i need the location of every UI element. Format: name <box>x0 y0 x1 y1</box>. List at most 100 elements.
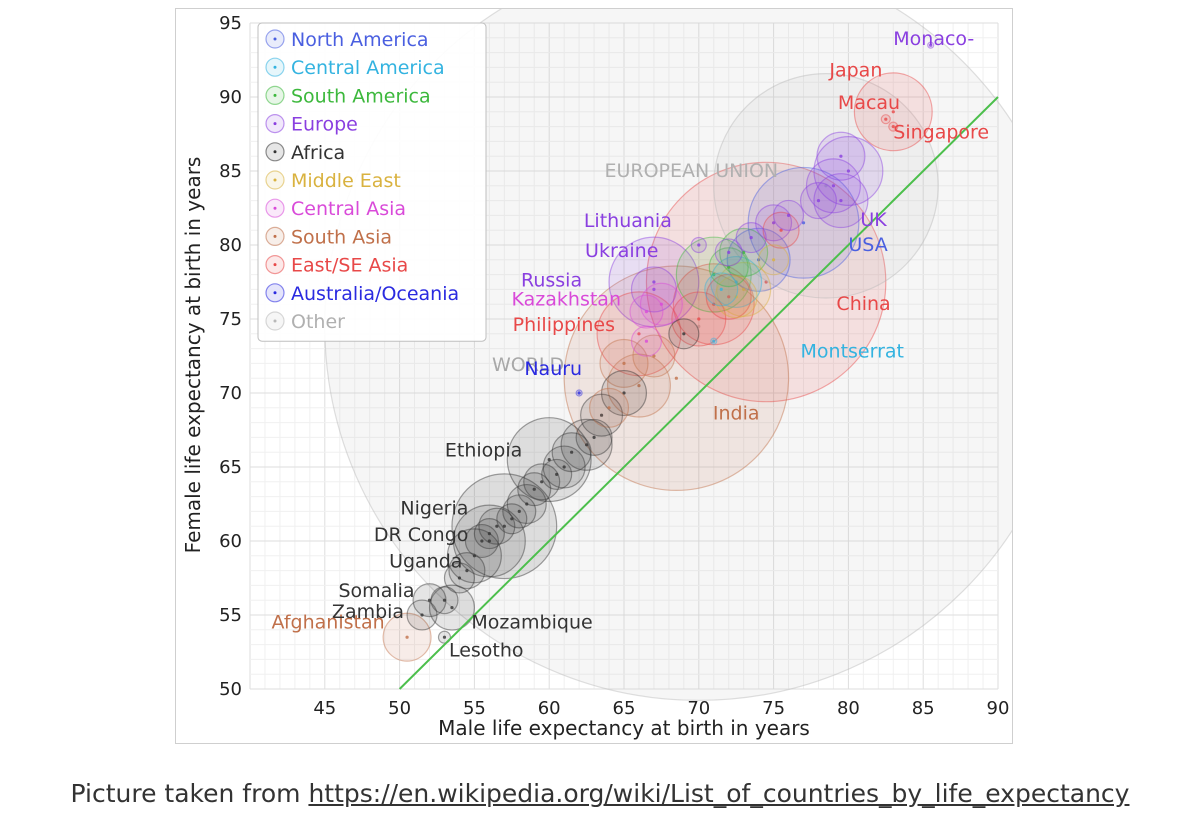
bubble-center-dot <box>734 280 738 284</box>
label-ethiopia: Ethiopia <box>445 440 522 462</box>
label-uk: UK <box>860 209 887 231</box>
y-tick-label: 60 <box>219 531 242 552</box>
label-nauru: Nauru <box>524 358 582 380</box>
legend-central-america-label: Central America <box>291 57 445 79</box>
label-dr-congo: DR Congo <box>374 524 469 546</box>
bubble-center-dot <box>846 169 851 173</box>
bubble-center-dot <box>801 221 806 225</box>
bubble-center-dot <box>929 43 933 47</box>
x-tick-label: 70 <box>687 698 710 719</box>
label-kazakhstan: Kazakhstan <box>512 289 621 311</box>
bubble-labels: WORLD EUROPEAN UNION India China USA Japan Mon… <box>272 28 990 661</box>
label-zambia: Zambia <box>332 601 404 623</box>
bubble-center-dot <box>592 435 596 439</box>
equality-line <box>398 96 999 690</box>
y-tick-label: 55 <box>219 605 242 626</box>
label-monaco: Monaco- <box>893 28 974 50</box>
label-mozambique: Mozambique <box>471 611 592 633</box>
x-tick-label: 60 <box>538 698 561 719</box>
bubble-center-dot <box>465 569 469 573</box>
x-tick-label: 80 <box>837 698 860 719</box>
legend-australia-oceania-label: Australia/Oceania <box>291 283 459 305</box>
label-world: WORLD <box>492 354 564 376</box>
bubble-center-dot <box>742 250 746 254</box>
x-tick-label: 50 <box>388 698 411 719</box>
label-lesotho: Lesotho <box>449 639 524 661</box>
legend-africa-marker-dot <box>273 150 277 154</box>
legend-south-asia-label: South Asia <box>291 226 392 248</box>
x-tick-label: 55 <box>463 698 486 719</box>
label-lithuania: Lithuania <box>584 210 672 232</box>
y-tick-label: 65 <box>219 457 242 478</box>
label-nigeria: Nigeria <box>400 497 468 519</box>
legend-east-se-asia-marker-dot <box>273 263 277 267</box>
legend-other-label: Other <box>291 311 345 333</box>
legend-east-se-asia-label: East/SE Asia <box>291 255 408 277</box>
bubble-center-dot <box>719 287 723 291</box>
label-macau: Macau <box>838 92 900 114</box>
bubble-center-dot <box>472 554 476 558</box>
bubble-center-dot <box>839 199 843 203</box>
caption-prefix: Picture taken from <box>70 779 309 808</box>
bubble-center-dot <box>457 576 462 580</box>
bubble-center-dot <box>442 635 447 639</box>
bubble-center-dot <box>637 384 641 388</box>
bubble-center-dot <box>577 391 581 395</box>
legend-europe-marker-dot <box>273 122 277 126</box>
bubble-center-dot <box>727 295 731 299</box>
legend-south-america-label: South America <box>291 85 431 107</box>
x-axis-label: Male life expectancy at birth in years <box>438 716 810 740</box>
y-tick-label: 50 <box>219 679 242 700</box>
legend-australia-oceania-marker-dot <box>273 291 277 295</box>
label-usa: USA <box>848 234 887 256</box>
legend-south-asia-marker-dot <box>273 234 277 238</box>
bubble-center-dot <box>742 287 746 291</box>
bubble-center-dot <box>779 228 783 232</box>
x-tick-label: 75 <box>762 698 785 719</box>
bubble-center-dot <box>502 524 506 528</box>
bubble-center-dot <box>442 598 447 602</box>
y-tick-label: 70 <box>219 383 242 404</box>
y-tick-label: 85 <box>219 161 242 182</box>
legend-central-asia-marker-dot <box>273 206 277 210</box>
bubble-center-dot <box>570 450 574 454</box>
bubble-center-dot <box>525 502 529 506</box>
bubble-center-dot <box>585 443 589 447</box>
bubble-center-dot <box>517 509 521 513</box>
legend-central-asia-label: Central Asia <box>291 198 406 220</box>
bubbles <box>324 9 1012 701</box>
x-tick-label: 90 <box>987 698 1010 719</box>
label-india: India <box>713 403 760 425</box>
bubble-center-dot <box>607 406 611 410</box>
figure-frame: 45 50 55 60 65 70 75 80 85 90 50 55 60 65 70 75 80 85 90 95… <box>175 8 1013 744</box>
legend-box <box>257 22 487 342</box>
bubble-center-dot <box>540 480 544 484</box>
source-link[interactable]: https://en.wikipedia.org/wiki/List_of_co… <box>308 779 1130 808</box>
bubble-center-dot <box>532 487 536 491</box>
bubble-center-dot <box>727 265 731 269</box>
bubble-center-dot <box>772 221 776 225</box>
bubble-center-dot <box>652 287 656 291</box>
legend-other-marker-dot <box>273 319 277 323</box>
legend-north-america-label: North America <box>291 29 429 51</box>
x-tick-label: 85 <box>912 698 935 719</box>
bubble-center-dot <box>487 532 491 536</box>
bubble-center-dot <box>547 458 551 462</box>
label-russia: Russia <box>521 269 582 291</box>
legend-middle-east-label: Middle East <box>291 170 401 192</box>
bubble-center-dot <box>712 302 716 306</box>
bubble-center-dot <box>555 472 559 476</box>
bubble-center-dot <box>749 236 753 240</box>
bubble-center-dot <box>697 317 701 321</box>
bubble-center-dot <box>652 280 656 284</box>
life-expectancy-bubble-chart: 45 50 55 60 65 70 75 80 85 90 50 55 60 65 70 75 80 85 90 95… <box>181 9 1012 740</box>
legend-middle-east-marker-dot <box>273 178 277 182</box>
bubble-center-dot <box>562 465 566 469</box>
bubble-center-dot <box>622 361 626 365</box>
y-tick-label: 95 <box>219 13 242 34</box>
label-japan: Japan <box>828 59 882 81</box>
label-afghanistan: Afghanistan <box>272 611 385 633</box>
bubble-center-dot <box>697 243 701 247</box>
bubble-center-dot <box>405 635 409 639</box>
male-equals-female-line <box>398 96 999 690</box>
